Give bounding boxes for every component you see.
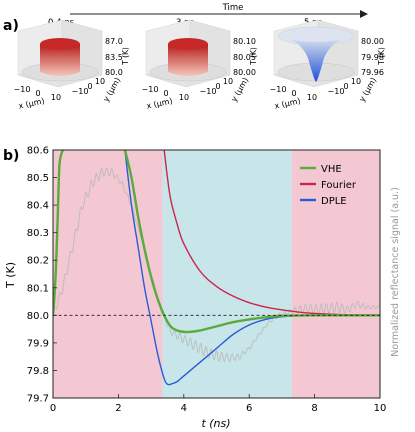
- legend-label-vhe: VHE: [321, 164, 342, 175]
- y-tick-label: 0: [87, 82, 92, 91]
- background-band-2: [162, 150, 292, 398]
- x-tick-label: −10: [270, 85, 287, 94]
- z-tick-label: 87.0: [105, 37, 123, 46]
- z-tick-label: 80.10: [233, 37, 256, 46]
- y-tick-label: 79.9: [27, 338, 49, 349]
- background-band-1: [53, 150, 163, 398]
- x-tick-label: 0: [291, 89, 296, 98]
- x-tick-label: 0: [50, 403, 56, 414]
- series-reflectance-signal: [53, 167, 380, 363]
- y-tick-label: 0: [343, 82, 348, 91]
- x-tick-label: 10: [51, 93, 61, 102]
- x-tick-label: 10: [374, 403, 387, 414]
- z-tick-label: 83.5: [105, 53, 123, 62]
- y-tick-label: 80.4: [27, 201, 49, 212]
- legend-label-fourier: Fourier: [321, 180, 357, 191]
- y-axis: 79.7 79.8 79.9 80.0 80.1 80.2 80.3 80.4 80.5 80.6: [27, 146, 57, 405]
- surface-peak-top: [40, 38, 80, 50]
- z-tick-label: 80.05: [233, 53, 256, 62]
- series-dple: [124, 150, 380, 386]
- legend: VHE Fourier DPLE: [300, 164, 357, 207]
- y-tick-label: 79.8: [27, 366, 49, 377]
- y-axis-label: T (K): [4, 262, 17, 289]
- timeline-arrow: [70, 10, 368, 18]
- surface-well: [286, 38, 346, 82]
- y-tick-label: 80.2: [27, 256, 49, 267]
- x-tick-label: −10: [14, 85, 31, 94]
- x-tick-label: 2: [115, 403, 121, 414]
- y-tick-label: 79.7: [27, 394, 49, 405]
- z-axis-label: T (K): [249, 47, 258, 66]
- y-tick-label: −10: [328, 87, 345, 96]
- x-tick-label: 8: [311, 403, 317, 414]
- x-tick-label: −10: [142, 85, 159, 94]
- y-tick-label: 80.3: [27, 228, 49, 239]
- panel-a-label: a): [3, 18, 19, 34]
- y-tick-label: 80.6: [27, 146, 49, 157]
- y-tick-label: 80.0: [27, 311, 49, 322]
- y-tick-label: −10: [72, 87, 89, 96]
- timeline-label: Time: [222, 3, 244, 13]
- panel-b-label: b): [3, 148, 19, 164]
- y-tick-label: 0: [215, 82, 220, 91]
- y2-axis-label: Normalized reflectance signal (a.u.): [390, 187, 401, 357]
- x-tick-label: 0: [163, 89, 168, 98]
- surface-peak-top: [168, 38, 208, 50]
- background-bands: [53, 150, 380, 398]
- series-vhe: [123, 150, 380, 334]
- z-tick-label: 80.0: [105, 68, 123, 77]
- y-tick-label: −10: [200, 87, 217, 96]
- legend-label-dple: DPLE: [321, 196, 347, 207]
- x-axis-label: x (μm): [18, 96, 46, 110]
- x-tick-label: 6: [246, 403, 252, 414]
- x-axis-label: x (μm): [274, 96, 302, 110]
- x-tick-label: 4: [181, 403, 187, 414]
- z-tick-label: 80.00: [361, 37, 384, 46]
- surface-peak: [40, 44, 80, 76]
- z-tick-label: 80.00: [233, 68, 256, 77]
- y-tick-label: 80.1: [27, 283, 49, 294]
- series-vhe-rise: [53, 150, 64, 316]
- z-tick-label: 79.96: [361, 68, 384, 77]
- series-fourier: [163, 150, 380, 317]
- x-axis: 0 2 4 6 8 10: [50, 394, 387, 414]
- z-axis-label: T (K): [121, 47, 130, 66]
- y-tick-label: 80.5: [27, 173, 49, 184]
- y-tick-label: 10: [351, 77, 361, 86]
- x-axis-label: t (ns): [201, 417, 230, 430]
- background-band-3: [291, 150, 380, 398]
- y-tick-label: 10: [95, 77, 105, 86]
- x-tick-label: 10: [179, 93, 189, 102]
- series-layer: [53, 150, 380, 386]
- z-axis-label: T (K): [377, 47, 386, 66]
- plot-frame: [52, 149, 381, 399]
- surface-peak: [168, 44, 208, 76]
- x-tick-label: 0: [35, 89, 40, 98]
- z-tick-label: 79.98: [361, 53, 384, 62]
- y-tick-label: 10: [223, 77, 233, 86]
- x-tick-label: 10: [307, 93, 317, 102]
- x-axis-label: x (μm): [146, 96, 174, 110]
